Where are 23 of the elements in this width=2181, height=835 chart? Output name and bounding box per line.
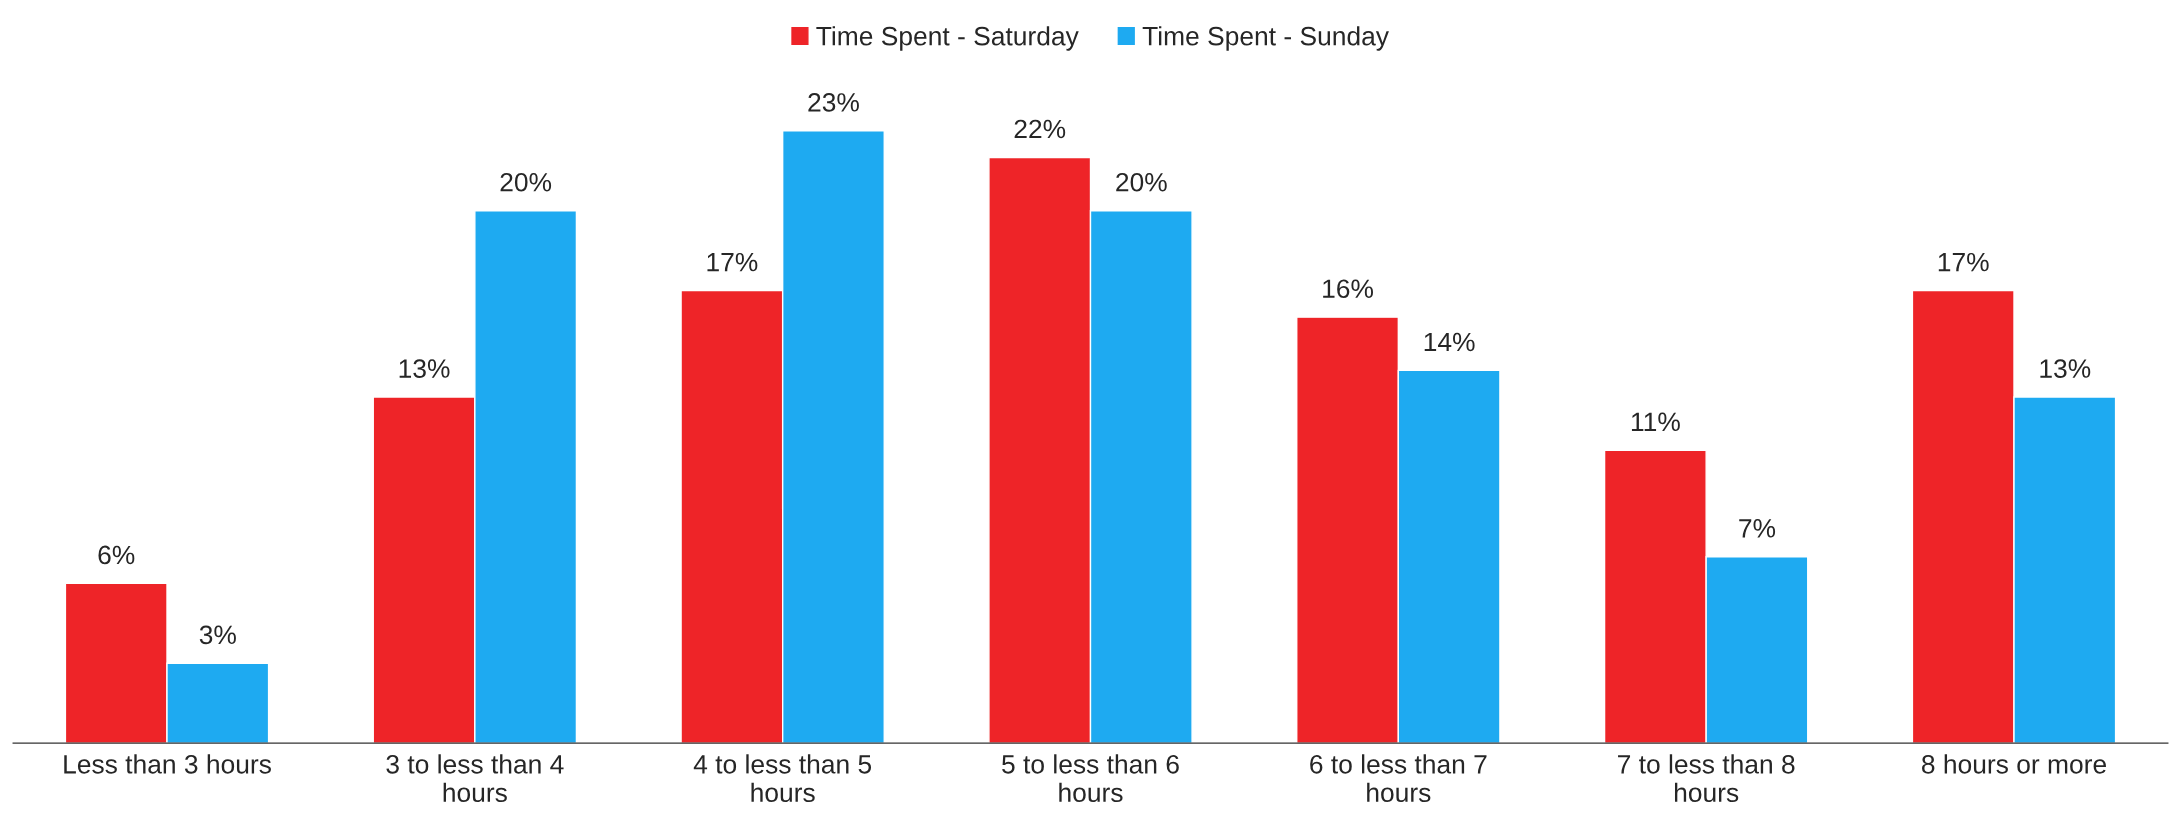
data-label: 23% [808,93,859,112]
data-label: 17% [707,252,758,272]
data-label: 17% [1938,252,1989,272]
data-label: 3% [199,625,236,645]
x-tick-label: 7 to less than 8 hours [1618,754,1795,803]
data-label: 14% [1424,332,1475,352]
x-tick-label: 5 to less than 6 hours [1002,754,1179,803]
data-label: 22% [1014,119,1066,139]
x-tick-label: 4 to less than 5 hours [693,754,872,803]
legend-label: Time Spent - Sunday [1142,26,1389,51]
data-label: 13% [2040,359,2091,378]
data-label: 20% [500,172,552,192]
data-label: 7% [1739,519,1776,538]
data-label: 16% [1323,279,1374,299]
x-tick-label: Less than 3 hours [64,754,271,774]
x-tick-label: 8 hours or more [1922,754,2106,774]
data-label: 6% [98,545,135,565]
data-label: 11% [1631,412,1680,432]
x-tick-label: 3 to less than 4 hours [386,754,564,803]
data-label: 13% [399,359,450,378]
legend-label: Time Spent - Saturday [816,26,1079,51]
data-label: 20% [1116,172,1167,192]
x-tick-label: 6 to less than 7 hours [1310,754,1487,803]
